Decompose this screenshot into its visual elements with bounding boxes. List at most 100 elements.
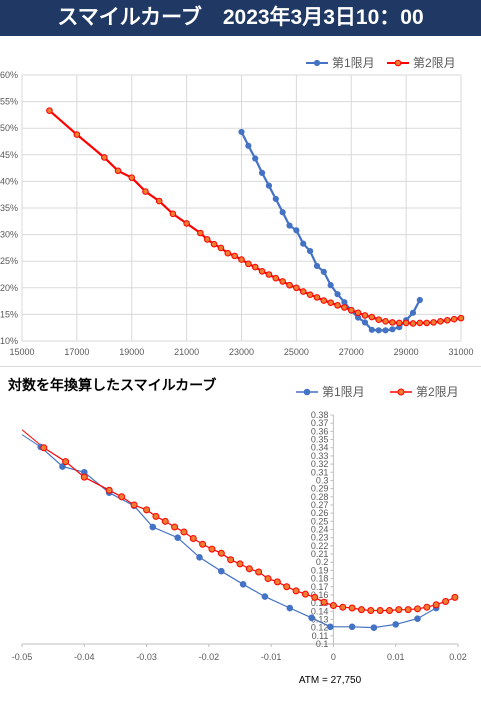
- data-point-series-2: [432, 601, 440, 609]
- data-point-series-1: [245, 142, 252, 149]
- x-tick-label: -0.04: [74, 652, 95, 662]
- data-point-series-1: [416, 296, 423, 304]
- data-point-series-2: [161, 517, 169, 525]
- y-tick-label: 0.24: [311, 525, 329, 535]
- x-tick-label: 17000: [64, 347, 89, 357]
- legend-marker: [397, 388, 405, 396]
- data-point-series-1: [361, 319, 369, 326]
- y-tick-label: 0.38: [311, 410, 329, 420]
- series-line-2: [43, 447, 456, 612]
- x-tick-label: -0.03: [136, 652, 157, 662]
- data-point-series-2: [357, 606, 365, 614]
- data-point-series-2: [311, 593, 319, 601]
- y-tick-label: 0.33: [311, 451, 329, 461]
- data-point-series-2: [171, 523, 179, 531]
- data-point-series-2: [320, 297, 328, 304]
- data-point-series-2: [451, 593, 459, 601]
- data-point-series-2: [231, 252, 238, 260]
- data-point-series-2: [320, 598, 328, 606]
- data-point-series-2: [236, 560, 244, 568]
- data-point-series-1: [279, 209, 286, 216]
- data-point-series-2: [339, 603, 347, 611]
- x-tick-label: 27000: [339, 347, 364, 357]
- data-point-series-2: [423, 319, 431, 327]
- legend-label: 第2限月: [416, 385, 459, 399]
- data-point-series-1: [261, 593, 269, 600]
- data-point-series-2: [389, 319, 396, 326]
- series-line-1: [40, 446, 437, 629]
- y-tick-label: 15%: [0, 309, 18, 319]
- x-tick-label: 19000: [119, 347, 144, 357]
- data-point-series-2: [437, 318, 444, 325]
- data-point-series-2: [385, 606, 393, 614]
- data-point-series-2: [208, 545, 216, 553]
- x-tick-label: 29000: [394, 347, 419, 357]
- y-tick-label: 0.11: [312, 631, 329, 641]
- data-point-series-1: [392, 621, 400, 628]
- y-tick-label: 0.36: [311, 426, 329, 436]
- y-tick-label: 0.21: [311, 549, 329, 559]
- y-tick-label: 0.26: [311, 508, 329, 518]
- x-tick-label: 15000: [9, 347, 34, 357]
- data-point-series-1: [414, 615, 421, 622]
- data-point-series-2: [347, 306, 355, 314]
- y-tick-label: 0.14: [311, 606, 329, 616]
- data-point-series-2: [292, 587, 300, 595]
- data-point-series-2: [367, 606, 375, 614]
- banner-title: スマイルカーブ 2023年3月3日10：00: [57, 6, 424, 29]
- data-point-series-1: [370, 624, 378, 631]
- y-tick-label: 0.35: [311, 435, 329, 445]
- data-point-series-2: [238, 256, 245, 263]
- data-point-series-2: [348, 604, 356, 612]
- data-point-series-1: [308, 614, 315, 622]
- data-point-series-2: [80, 473, 88, 481]
- data-point-series-2: [130, 501, 138, 509]
- data-point-series-2: [189, 534, 197, 542]
- y-tick-label: 0.15: [311, 598, 329, 608]
- data-point-series-2: [128, 174, 136, 181]
- data-point-series-1: [300, 240, 307, 247]
- data-point-series-2: [306, 291, 314, 299]
- data-point-series-1: [238, 128, 245, 136]
- data-point-series-2: [101, 154, 108, 161]
- y-tick-label: 55%: [0, 97, 18, 107]
- data-point-series-1: [174, 534, 182, 541]
- data-point-series-1: [368, 326, 375, 333]
- y-tick-label: 50%: [0, 123, 18, 133]
- data-point-series-2: [450, 315, 458, 323]
- x-tick-label: 0.01: [387, 652, 405, 662]
- y-tick-label: 45%: [0, 150, 18, 160]
- data-point-series-1: [382, 327, 389, 334]
- data-point-series-2: [414, 605, 422, 613]
- data-point-series-2: [382, 318, 389, 325]
- data-point-series-2: [376, 606, 384, 614]
- data-point-series-2: [273, 578, 281, 586]
- data-point-series-2: [255, 568, 263, 576]
- title-banner: スマイルカーブ 2023年3月3日10：00: [0, 0, 481, 36]
- data-point-series-1: [313, 262, 321, 270]
- data-point-series-2: [199, 540, 207, 548]
- legend-label: 第1限月: [332, 56, 375, 70]
- data-point-series-1: [293, 227, 300, 234]
- data-point-series-2: [105, 486, 113, 494]
- data-point-series-2: [313, 294, 321, 301]
- data-point-series-1: [218, 567, 225, 575]
- data-point-series-2: [143, 506, 151, 514]
- x-tick-label: 23000: [229, 347, 254, 357]
- data-point-series-1: [348, 623, 356, 631]
- data-point-series-2: [155, 197, 163, 205]
- data-point-series-2: [183, 220, 190, 227]
- y-tick-label: 0.23: [311, 533, 329, 543]
- data-point-series-2: [40, 444, 48, 452]
- data-point-series-2: [293, 284, 300, 292]
- data-point-series-2: [245, 565, 253, 573]
- series-1-extension: [21, 434, 41, 448]
- data-point-series-1: [272, 195, 279, 203]
- y-tick-label: 0.32: [311, 459, 329, 469]
- y-tick-label: 40%: [0, 176, 18, 186]
- data-point-series-2: [361, 312, 369, 319]
- data-point-series-1: [341, 299, 348, 306]
- data-point-series-2: [210, 240, 218, 248]
- data-point-series-2: [114, 167, 122, 175]
- data-point-series-2: [329, 602, 337, 610]
